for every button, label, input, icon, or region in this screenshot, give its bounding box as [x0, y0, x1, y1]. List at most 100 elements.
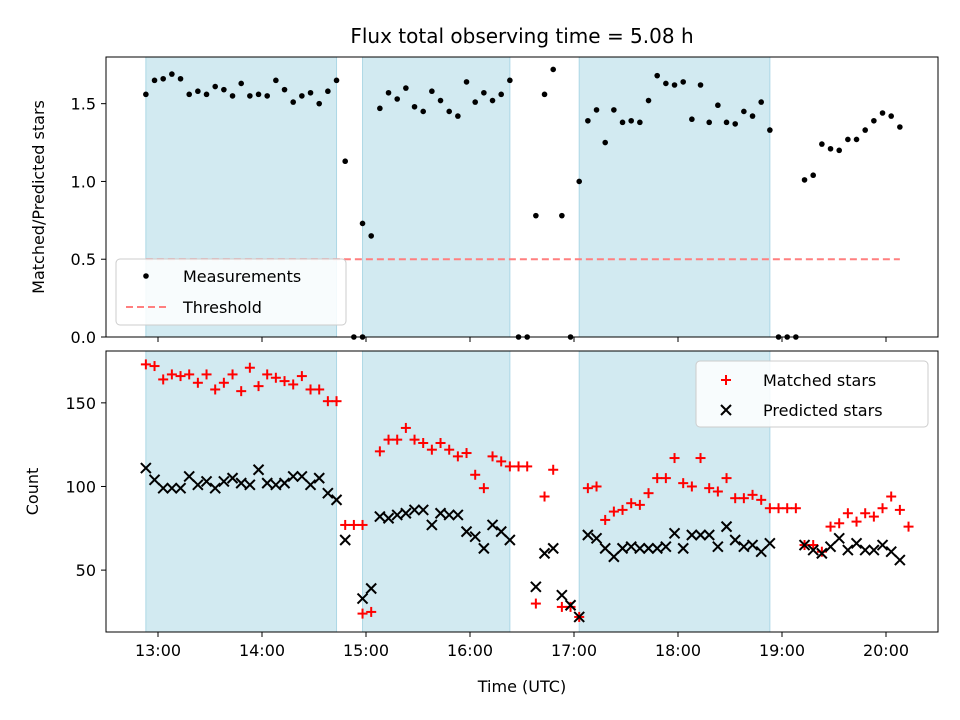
matched-star-point [634, 499, 645, 510]
matched-star-point [721, 473, 732, 484]
measurement-point [403, 85, 409, 91]
measurement-point [749, 113, 756, 119]
matched-star-point [556, 601, 567, 612]
predicted-star-point [469, 530, 481, 543]
matched-star-point [894, 504, 905, 515]
measurement-point [290, 99, 297, 105]
predicted-star-stroke-b [192, 479, 204, 491]
matched-star-point [496, 456, 507, 467]
matched-star-point [565, 601, 576, 612]
predicted-star-stroke-b [868, 544, 880, 556]
legend-measurements-label: Measurements [183, 267, 301, 286]
matched-star-point [808, 540, 819, 551]
measurement-point [853, 136, 860, 143]
matched-star-point [314, 384, 325, 395]
predicted-star-point [720, 520, 733, 533]
matched-star-point [478, 483, 489, 494]
matched-star-point [296, 371, 307, 382]
measurement-point [741, 108, 747, 115]
matched-star-point [842, 508, 853, 519]
measurement-point [212, 83, 218, 90]
predicted-star-point [712, 540, 724, 553]
x-axis-label: Time (UTC) [477, 677, 566, 696]
measurement-point [576, 178, 582, 185]
predicted-star-point [183, 470, 195, 483]
legend-predicted-label: Predicted stars [763, 401, 883, 420]
predicted-star-stroke-b [434, 507, 447, 519]
predicted-star-stroke-b [495, 525, 507, 538]
predicted-star-point [746, 539, 759, 551]
predicted-star-stroke-b [443, 509, 455, 521]
y-axis-label: Count [23, 468, 42, 516]
predicted-star-stroke-b [174, 482, 187, 494]
predicted-star-point [556, 589, 568, 601]
predicted-star-stroke-b [746, 539, 759, 551]
predicted-star-point [261, 477, 273, 489]
measurement-point [177, 75, 184, 82]
predicted-star-point [452, 509, 464, 521]
predicted-star-point [166, 482, 178, 494]
matched-star-point [305, 384, 316, 395]
matched-star-point [279, 376, 290, 387]
predicted-star-stroke-b [634, 542, 646, 555]
predicted-star-stroke-b [885, 546, 897, 558]
predicted-star-stroke-b [564, 599, 577, 611]
measurement-point [394, 96, 401, 102]
measurement-point [879, 110, 886, 116]
x-tick-label: 18:00 [655, 641, 701, 660]
measurement-point [472, 99, 479, 105]
measurement-point [325, 88, 331, 95]
matched-star-point [868, 511, 879, 522]
predicted-star-stroke-b [703, 529, 715, 541]
predicted-star-point [599, 542, 611, 555]
predicted-star-point [816, 547, 828, 560]
predicted-star-stroke-b [330, 494, 343, 506]
predicted-star-point [252, 464, 265, 476]
matched-star-point [366, 606, 377, 617]
measurement-point [845, 136, 851, 143]
predicted-star-point [148, 474, 161, 486]
predicted-star-point [876, 539, 889, 551]
measurement-point [281, 86, 288, 93]
matched-star-point [227, 369, 238, 380]
measurement-point [585, 117, 591, 124]
matched-star-point [470, 469, 481, 480]
measurement-point [550, 66, 556, 73]
predicted-star-stroke-b [365, 582, 377, 595]
matched-star-point [747, 489, 758, 500]
measurement-point [697, 82, 704, 88]
measurement-point [628, 117, 634, 124]
matched-star-point [288, 379, 299, 390]
predicted-star-point [382, 512, 395, 524]
predicted-star-point [278, 477, 291, 489]
matched-star-point [210, 384, 221, 395]
predicted-star-point [530, 581, 542, 593]
predicted-star-point [244, 479, 256, 491]
predicted-star-stroke-b [625, 540, 637, 553]
predicted-star-point [564, 599, 577, 611]
predicted-star-stroke-b [426, 519, 438, 531]
predicted-star-stroke-b [209, 482, 221, 494]
measurement-point [255, 91, 262, 98]
predicted-star-stroke-b [807, 544, 819, 556]
legend-box [695, 360, 929, 428]
matched-star-point [140, 359, 151, 370]
predicted-star-point [573, 611, 585, 623]
measurement-point [203, 91, 210, 98]
matched-star-point [184, 369, 195, 380]
predicted-star-point [694, 529, 707, 541]
measurement-point [247, 93, 253, 99]
matched-star-point [426, 444, 437, 455]
measurement-point [645, 97, 652, 104]
predicted-star-point [833, 532, 845, 545]
legend-measurements-marker [143, 273, 149, 279]
axes-frame [105, 350, 939, 633]
predicted-star-stroke-b [677, 542, 689, 555]
predicted-star-point [894, 554, 906, 566]
matched-star-point [348, 519, 359, 530]
measurement-point [238, 80, 244, 87]
predicted-star-stroke-b [859, 544, 871, 556]
predicted-star-stroke-b [894, 554, 906, 566]
predicted-star-point [174, 482, 187, 494]
